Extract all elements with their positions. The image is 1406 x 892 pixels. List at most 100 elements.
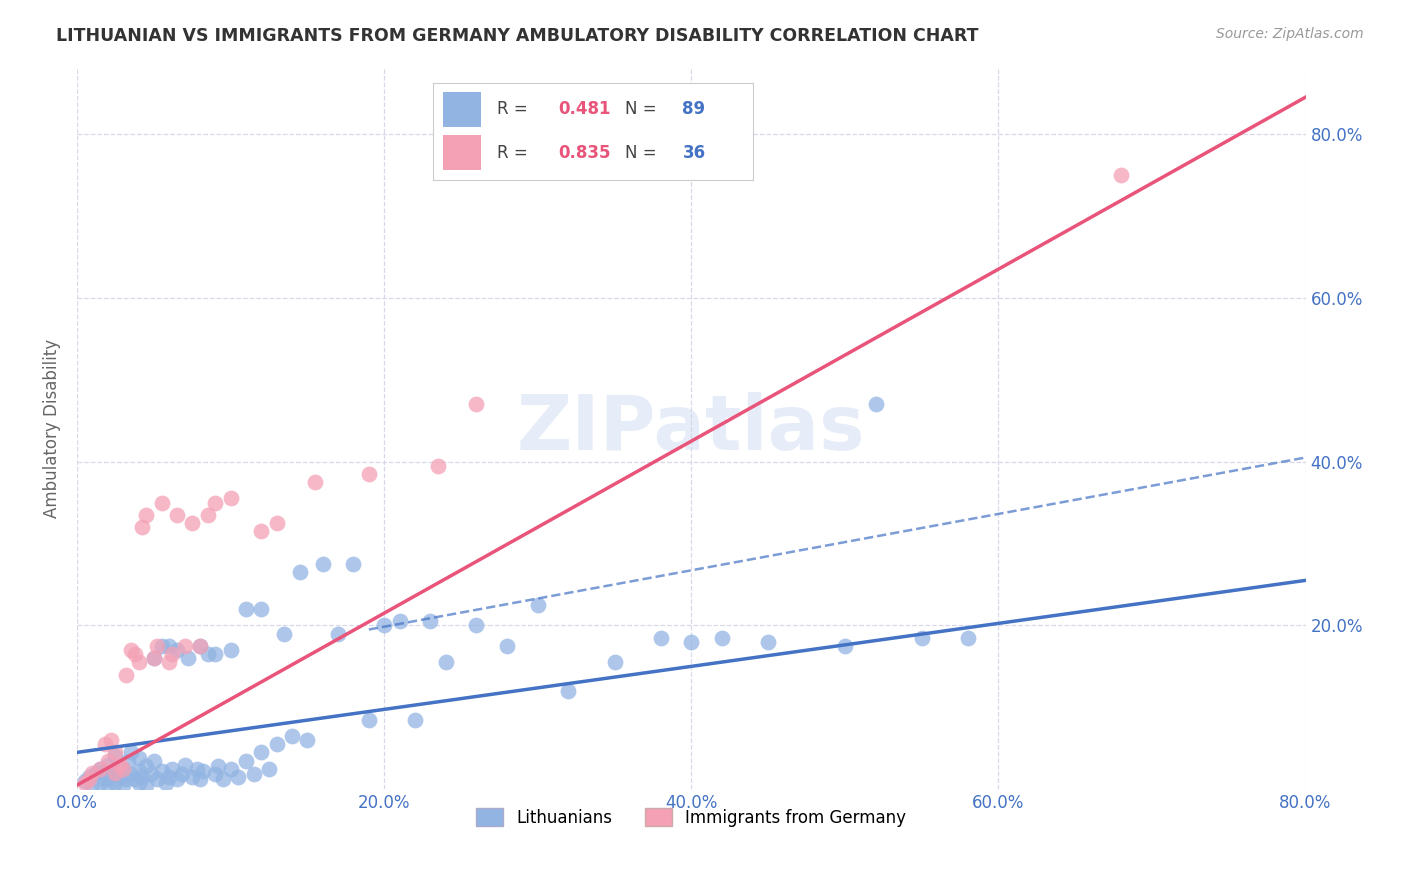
Point [173, 757, 195, 772]
Point [219, 643, 242, 657]
Point [112, 762, 135, 776]
Point [650, 631, 672, 645]
Point [426, 458, 449, 473]
Point [326, 626, 349, 640]
Point [235, 754, 257, 768]
Point [188, 772, 211, 787]
Point [357, 713, 380, 727]
Point [100, 733, 122, 747]
Point [142, 651, 165, 665]
Point [97, 757, 120, 772]
Point [342, 557, 364, 571]
Point [79, 772, 101, 787]
Point [104, 765, 127, 780]
Point [150, 639, 173, 653]
Point [79, 770, 101, 784]
Point [89, 762, 111, 776]
Point [112, 762, 135, 776]
Point [155, 775, 177, 789]
Point [176, 651, 198, 665]
Legend: Lithuanians, Immigrants from Germany: Lithuanians, Immigrants from Germany [468, 800, 915, 835]
Point [834, 639, 856, 653]
Point [97, 754, 120, 768]
Point [207, 759, 229, 773]
Point [157, 770, 180, 784]
Point [212, 772, 235, 787]
Point [228, 770, 250, 784]
Point [181, 516, 204, 530]
Point [108, 757, 131, 772]
Point [73, 774, 96, 789]
Point [82, 765, 104, 780]
Point [297, 733, 319, 747]
Point [756, 635, 779, 649]
Point [104, 745, 127, 759]
Point [117, 754, 139, 768]
Point [204, 495, 226, 509]
Point [911, 631, 934, 645]
Point [97, 770, 120, 784]
Point [434, 655, 457, 669]
Point [204, 647, 226, 661]
Point [526, 598, 548, 612]
Point [73, 775, 96, 789]
Point [170, 767, 193, 781]
Point [956, 631, 979, 645]
Y-axis label: Ambulatory Disability: Ambulatory Disability [44, 339, 60, 518]
Point [188, 639, 211, 653]
Point [124, 772, 146, 787]
Point [388, 615, 411, 629]
Text: ZIPatlas: ZIPatlas [517, 392, 866, 466]
Point [146, 772, 169, 787]
Point [120, 643, 142, 657]
Point [250, 524, 273, 539]
Point [557, 684, 579, 698]
Point [242, 767, 264, 781]
Point [131, 770, 153, 784]
Point [373, 618, 395, 632]
Point [197, 647, 219, 661]
Point [304, 475, 326, 489]
Point [250, 745, 273, 759]
Point [97, 778, 120, 792]
Point [108, 770, 131, 784]
Point [235, 602, 257, 616]
Point [128, 751, 150, 765]
Point [288, 565, 311, 579]
Point [135, 508, 157, 522]
Point [250, 602, 273, 616]
Point [465, 397, 488, 411]
Point [266, 516, 288, 530]
Point [186, 762, 208, 776]
Point [681, 635, 703, 649]
Point [100, 767, 122, 781]
Point [173, 639, 195, 653]
Point [146, 639, 169, 653]
Point [84, 765, 107, 780]
Point [120, 767, 142, 781]
Point [120, 745, 142, 759]
Point [166, 508, 188, 522]
Point [166, 772, 188, 787]
Point [135, 759, 157, 773]
Point [266, 737, 288, 751]
Point [104, 765, 127, 780]
Point [181, 770, 204, 784]
Point [128, 655, 150, 669]
Point [135, 778, 157, 792]
Point [219, 762, 242, 776]
Point [93, 772, 115, 787]
Point [219, 491, 242, 506]
Point [104, 775, 127, 789]
Point [124, 647, 146, 661]
Point [89, 775, 111, 789]
Point [89, 762, 111, 776]
Point [157, 655, 180, 669]
Point [93, 737, 115, 751]
Point [465, 618, 488, 632]
Point [419, 615, 441, 629]
Point [603, 655, 626, 669]
Point [128, 775, 150, 789]
Point [128, 764, 150, 779]
Text: LITHUANIAN VS IMMIGRANTS FROM GERMANY AMBULATORY DISABILITY CORRELATION CHART: LITHUANIAN VS IMMIGRANTS FROM GERMANY AM… [56, 27, 979, 45]
